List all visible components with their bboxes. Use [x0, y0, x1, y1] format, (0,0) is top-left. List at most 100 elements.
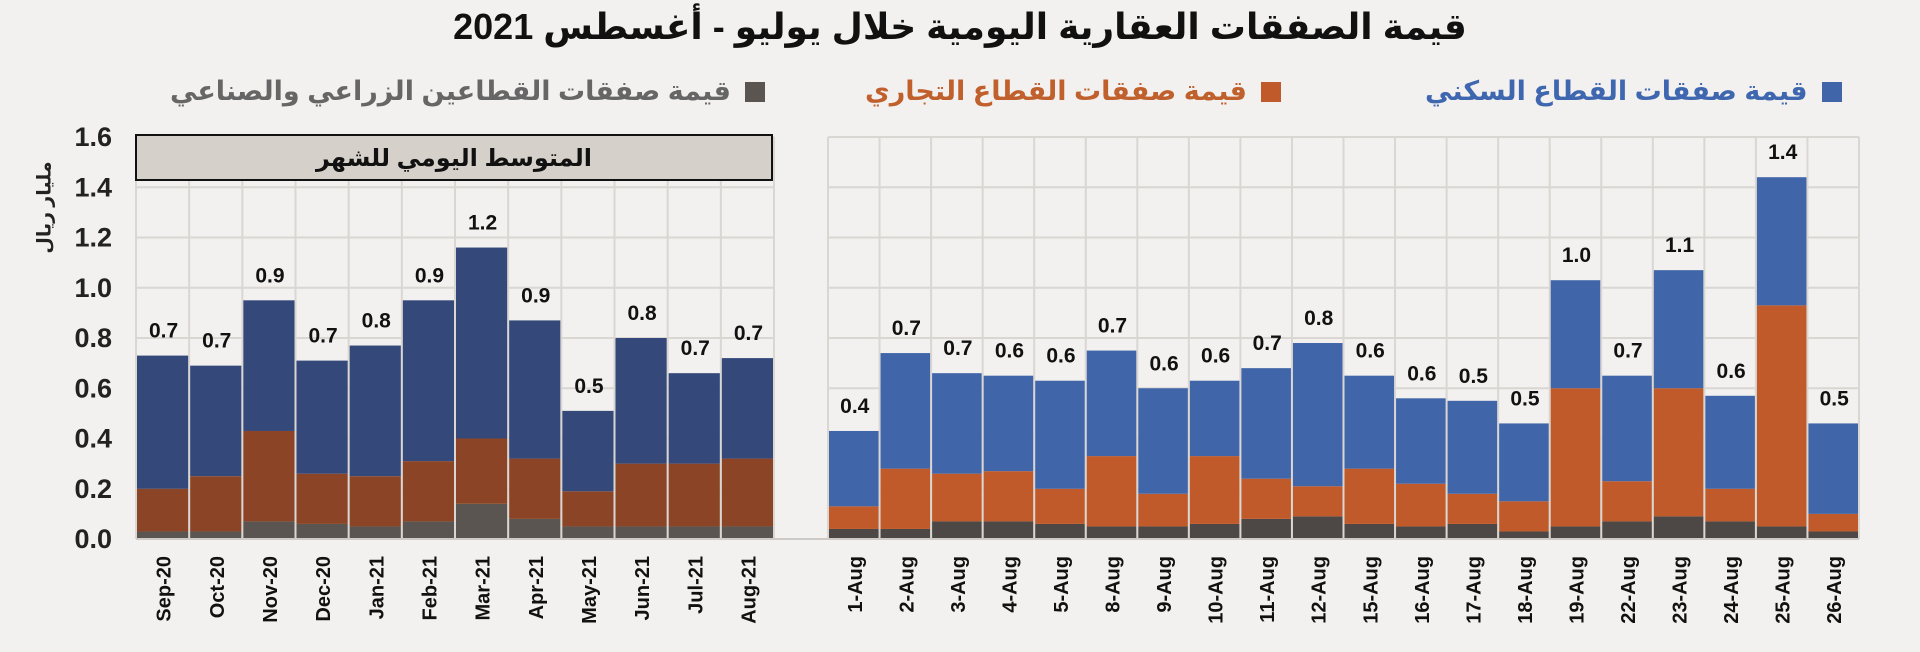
- x-tick-label: Aug-21: [738, 556, 760, 624]
- bar-segment-residential: [349, 345, 401, 477]
- y-tick-label: 0.2: [74, 474, 112, 504]
- bar-segment-residential: [932, 373, 982, 474]
- bar-segment-commercial: [1447, 493, 1498, 524]
- data-label: 0.5: [1510, 387, 1540, 410]
- bar-segment-commercial: [932, 473, 982, 522]
- x-tick-label: Oct-20: [207, 556, 229, 618]
- bar-segment-agri-industrial: [880, 528, 931, 539]
- bar-segment-agri-industrial: [1499, 531, 1549, 539]
- bar-segment-agri-industrial: [721, 526, 773, 539]
- x-tick-label: 26-Aug: [1824, 556, 1846, 624]
- x-tick-label: 5-Aug: [1051, 556, 1073, 613]
- bar-segment-agri-industrial: [402, 521, 454, 539]
- bar-segment-agri-industrial: [1189, 523, 1240, 539]
- bar-segment-commercial: [1705, 488, 1755, 522]
- data-label: 0.4: [840, 395, 870, 418]
- data-label: 0.7: [1253, 332, 1282, 355]
- monthly-average-label: المتوسط اليومي للشهر: [315, 145, 592, 172]
- bar-segment-residential: [296, 360, 348, 474]
- data-label: 0.7: [202, 330, 231, 353]
- data-label: 0.6: [1201, 345, 1230, 368]
- legend-swatch-commercial: [1260, 81, 1281, 102]
- bar-segment-residential: [509, 320, 561, 459]
- x-tick-label: Mar-21: [473, 556, 495, 620]
- data-label: 1.1: [1665, 234, 1695, 257]
- bar-segment-agri-industrial: [562, 526, 614, 539]
- data-label: 0.7: [892, 317, 921, 340]
- bar-segment-residential: [1499, 423, 1549, 502]
- legend-label-residential: قيمة صفقات القطاع السكني: [1425, 76, 1808, 106]
- data-label: 0.5: [1459, 365, 1489, 388]
- monthly-average-box: [135, 134, 773, 181]
- bar-segment-commercial: [983, 471, 1034, 522]
- data-label: 0.7: [1613, 340, 1642, 363]
- x-tick-label: Jan-21: [366, 556, 388, 619]
- bar-segment-agri-industrial: [615, 526, 667, 539]
- x-tick-label: 22-Aug: [1618, 556, 1640, 624]
- bar-segment-agri-industrial: [1705, 521, 1755, 539]
- x-tick-label: Apr-21: [526, 556, 548, 619]
- y-tick-label: 0.8: [74, 323, 112, 353]
- data-label: 0.7: [943, 337, 972, 360]
- bar-segment-commercial: [1550, 388, 1601, 527]
- bar-segment-agri-industrial: [1344, 523, 1395, 539]
- bar-segment-residential: [243, 300, 295, 431]
- chart-title: قيمة الصفقات العقارية اليومية خلال يوليو…: [453, 6, 1467, 47]
- bar-segment-residential: [1086, 350, 1137, 457]
- bar-segment-agri-industrial: [1292, 516, 1343, 539]
- bar-segment-agri-industrial: [1653, 516, 1704, 539]
- x-tick-label: Nov-20: [260, 556, 282, 623]
- x-tick-label: 11-Aug: [1257, 556, 1279, 623]
- bar-segment-residential: [562, 410, 614, 492]
- x-tick-label: 2-Aug: [896, 556, 918, 613]
- x-tick-label: Jul-21: [685, 556, 707, 614]
- bar-segment-agri-industrial: [509, 518, 561, 539]
- data-label: 1.2: [468, 212, 497, 235]
- x-tick-label: 3-Aug: [948, 556, 970, 613]
- x-tick-label: 16-Aug: [1412, 556, 1434, 624]
- bar-segment-residential: [1447, 400, 1498, 494]
- x-tick-label: 23-Aug: [1670, 556, 1692, 624]
- bar-segment-residential: [456, 247, 508, 439]
- bar-segment-commercial: [402, 461, 454, 522]
- data-label: 0.9: [415, 264, 444, 287]
- bar-segment-residential: [190, 365, 242, 477]
- bar-segment-residential: [1292, 343, 1343, 487]
- y-tick-label: 0.0: [74, 524, 112, 554]
- x-tick-label: May-21: [579, 556, 601, 624]
- bar-segment-commercial: [1138, 493, 1188, 527]
- data-label: 1.0: [1562, 244, 1591, 267]
- y-tick-label: 1.0: [74, 273, 112, 303]
- bar-segment-residential: [721, 358, 773, 459]
- legend-item-residential: قيمة صفقات القطاع السكني: [1425, 76, 1842, 107]
- data-label: 0.7: [308, 325, 337, 348]
- bar-segment-commercial: [1499, 501, 1549, 532]
- bar-segment-agri-industrial: [1035, 523, 1085, 539]
- bar-segment-commercial: [137, 488, 189, 532]
- legend-item-commercial: قيمة صفقات القطاع التجاري: [865, 76, 1281, 107]
- bar-segment-commercial: [509, 458, 561, 519]
- bar-segment-agri-industrial: [1550, 526, 1601, 539]
- bar-segment-residential: [668, 373, 720, 464]
- bar-segment-commercial: [1396, 483, 1446, 527]
- y-tick-label: 1.2: [74, 223, 112, 253]
- legend-swatch-residential: [1821, 81, 1842, 102]
- bar-segment-residential: [615, 338, 667, 464]
- bar-segment-agri-industrial: [1602, 521, 1652, 539]
- x-tick-label: 25-Aug: [1773, 556, 1795, 624]
- bar-segment-residential: [1602, 375, 1652, 482]
- legend-swatch-agri-industrial: [744, 81, 765, 102]
- bar-segment-commercial: [1189, 456, 1240, 524]
- x-tick-label: 24-Aug: [1721, 556, 1743, 624]
- bar-segment-commercial: [615, 463, 667, 527]
- bar-segment-commercial: [243, 430, 295, 522]
- bar-segment-agri-industrial: [1138, 526, 1188, 539]
- data-label: 1.4: [1768, 141, 1798, 164]
- x-tick-label: 9-Aug: [1154, 556, 1176, 613]
- bar-segment-residential: [1241, 368, 1291, 479]
- bar-segment-commercial: [1756, 305, 1807, 527]
- bar-segment-commercial: [1292, 486, 1343, 517]
- data-label: 0.8: [627, 302, 657, 325]
- data-label: 0.6: [1717, 360, 1746, 383]
- bar-segment-agri-industrial: [137, 531, 189, 539]
